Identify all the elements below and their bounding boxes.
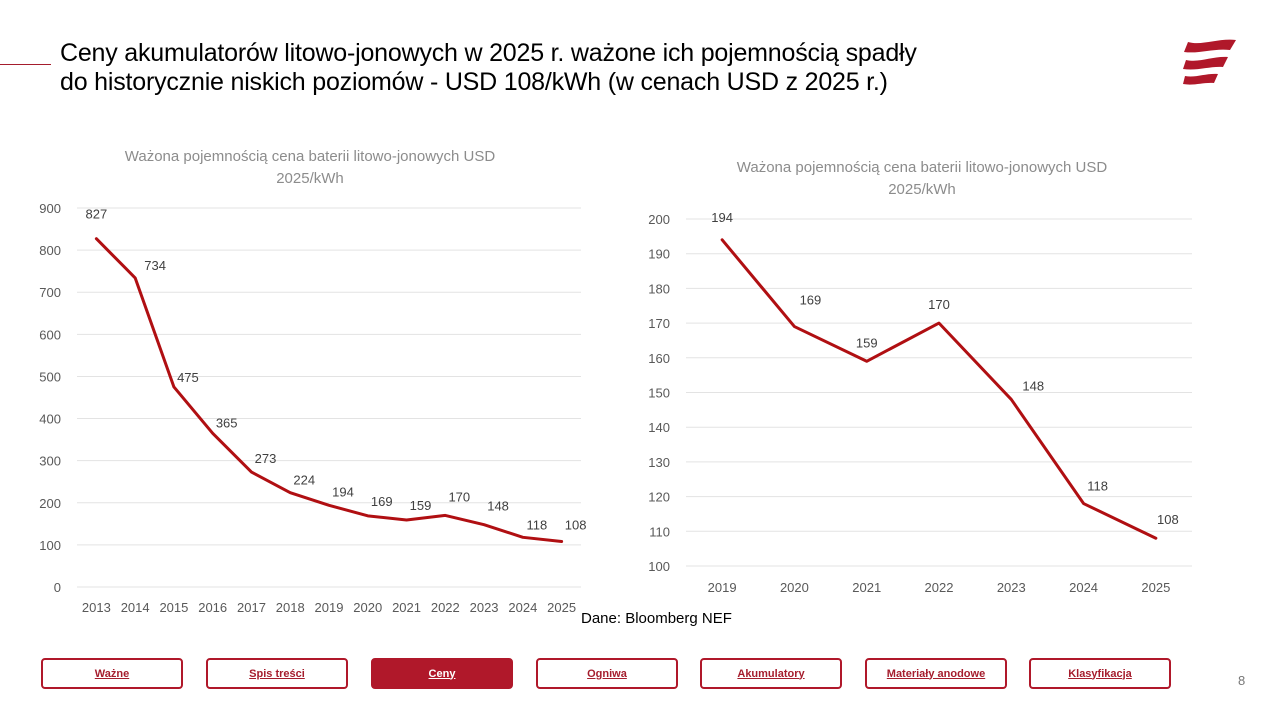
chart-2-y-tick-label: 190 (648, 247, 670, 262)
chart-2-x-tick-label: 2019 (708, 580, 737, 595)
chart-1-x-tick-label: 2023 (470, 600, 499, 615)
chart-1-data-label: 365 (216, 415, 238, 430)
chart-2-y-tick-label: 140 (648, 420, 670, 435)
chart-1-data-label: 108 (565, 518, 587, 533)
nav-button-klasyfikacja[interactable]: Klasyfikacja (1029, 658, 1171, 689)
chart-2-svg: 100 110 120 130 140 150 160 170 180 190 200 2019 202… (648, 210, 1192, 595)
chart-2-title-line-2: 2025/kWh (888, 181, 956, 198)
chart-2-y-tick-label: 170 (648, 316, 670, 331)
chart-1-data-label: 273 (255, 451, 277, 466)
chart-1-title: Ważona pojemnością cena baterii litowo-j… (60, 146, 560, 190)
chart-1-data-label: 475 (177, 370, 199, 385)
chart-1-y-tick-label: 200 (39, 496, 61, 511)
chart-2-title-line-1: Ważona pojemnością cena baterii litowo-j… (736, 159, 1108, 176)
chart-1-data-label: 148 (487, 499, 509, 514)
chart-1-data-label: 118 (526, 517, 547, 532)
chart-1-data-label: 734 (144, 258, 166, 273)
chart-1-y-tick-label: 100 (39, 538, 61, 553)
chart-1-x-tick-label: 2019 (315, 600, 344, 615)
chart-1-title-line-2: 2025/kWh (276, 170, 344, 187)
chart-1-series-line (94, 237, 564, 544)
chart-1-svg: 0 100 200 300 400 500 600 700 800 900 2013 2014 2015… (39, 201, 587, 615)
nav-button-ważne[interactable]: Ważne (41, 658, 183, 689)
chart-1-y-tick-label: 300 (39, 454, 61, 469)
chart-1-x-tick-label: 2013 (82, 600, 111, 615)
chart-2-data-label: 169 (800, 293, 822, 308)
chart-2-data-label: 148 (1022, 378, 1044, 393)
nav-button-akumulatory[interactable]: Akumulatory (700, 658, 842, 689)
chart-2-data-label: 108 (1157, 512, 1179, 527)
chart-2-title: Ważona pojemnością cena baterii litowo-j… (672, 157, 1172, 201)
chart-2-x-tick-label: 2021 (852, 580, 881, 595)
chart-1-x-tick-label: 2016 (198, 600, 227, 615)
company-logo-icon (1183, 39, 1236, 85)
chart-2-data-label: 170 (928, 297, 950, 312)
chart-1-data-label: 827 (86, 207, 108, 222)
chart-2-y-tick-label: 100 (648, 559, 670, 574)
chart-1-y-tick-label: 0 (54, 580, 61, 595)
chart-1-x-tick-label: 2021 (392, 600, 421, 615)
slide-title-line-2: do historycznie niskich poziomów - USD 1… (60, 68, 888, 96)
title-accent-line (0, 64, 51, 65)
chart-1-y-tick-label: 700 (39, 285, 61, 300)
chart-1-data-label: 194 (332, 484, 354, 499)
chart-1-x-tick-label: 2017 (237, 600, 266, 615)
nav-button-ogniwa[interactable]: Ogniwa (536, 658, 678, 689)
chart-1: 0 100 200 300 400 500 600 700 800 900 2013 2014 2015… (0, 190, 600, 620)
slide-title: Ceny akumulatorów litowo-jonowych w 2025… (60, 39, 1110, 97)
chart-2-y-tick-label: 200 (648, 212, 670, 227)
chart-2-y-tick-label: 130 (648, 455, 670, 470)
chart-1-y-tick-label: 600 (39, 327, 61, 342)
chart-1-title-line-1: Ważona pojemnością cena baterii litowo-j… (124, 148, 496, 165)
nav-button-spis-treści[interactable]: Spis treści (206, 658, 348, 689)
chart-2-y-tick-label: 150 (648, 386, 670, 401)
nav-button-materiały-anodowe[interactable]: Materiały anodowe (865, 658, 1007, 689)
chart-1-data-label: 159 (410, 498, 432, 513)
data-source: Dane: Bloomberg NEF (581, 610, 732, 627)
chart-1-y-tick-label: 900 (39, 201, 61, 216)
chart-2: 100 110 120 130 140 150 160 170 180 190 200 2019 202… (620, 200, 1220, 610)
chart-1-y-tick-label: 500 (39, 369, 61, 384)
chart-2-data-label: 159 (856, 335, 878, 350)
chart-2-y-tick-label: 110 (649, 524, 670, 539)
chart-1-x-tick-label: 2022 (431, 600, 460, 615)
chart-2-data-label: 194 (711, 210, 733, 225)
chart-2-x-tick-label: 2024 (1069, 580, 1098, 595)
chart-2-x-tick-label: 2022 (925, 580, 954, 595)
page-number: 8 (1238, 673, 1246, 688)
chart-2-x-tick-label: 2025 (1141, 580, 1170, 595)
chart-1-x-tick-label: 2015 (159, 600, 188, 615)
chart-2-data-label: 118 (1087, 479, 1108, 494)
chart-1-x-tick-label: 2025 (547, 600, 576, 615)
chart-2-y-tick-label: 120 (648, 490, 670, 505)
chart-2-x-tick-label: 2020 (780, 580, 809, 595)
chart-1-x-tick-label: 2018 (276, 600, 305, 615)
chart-2-y-tick-label: 180 (648, 281, 670, 296)
chart-2-x-tick-label: 2023 (997, 580, 1026, 595)
chart-1-data-label: 224 (293, 473, 315, 488)
slide-title-line-1: Ceny akumulatorów litowo-jonowych w 2025… (60, 39, 917, 67)
chart-2-y-tick-label: 160 (648, 351, 670, 366)
chart-1-x-tick-label: 2024 (508, 600, 537, 615)
chart-1-x-tick-label: 2014 (121, 600, 150, 615)
nav-button-ceny[interactable]: Ceny (371, 658, 513, 689)
chart-1-y-tick-label: 800 (39, 243, 61, 258)
bottom-navigation: Ważne Spis treści Ceny Ogniwa Akumulatory Mat… (0, 658, 1277, 692)
chart-1-y-tick-label: 400 (39, 412, 61, 427)
chart-1-x-tick-label: 2020 (353, 600, 382, 615)
chart-1-data-label: 169 (371, 494, 393, 509)
chart-1-data-label: 170 (448, 489, 470, 504)
